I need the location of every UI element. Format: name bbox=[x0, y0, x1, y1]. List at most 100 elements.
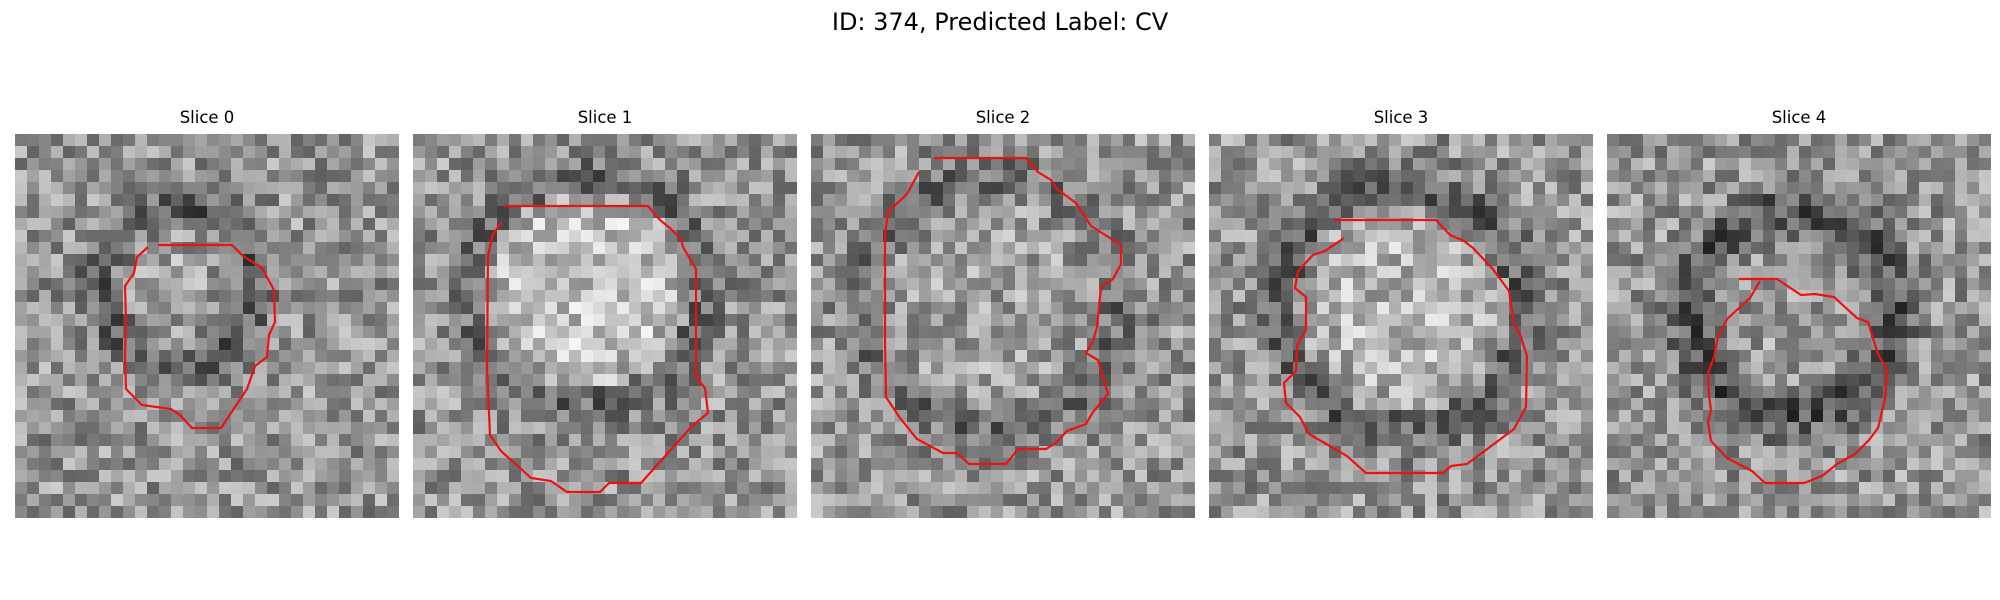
pixel-cell bbox=[461, 266, 474, 279]
pixel-cell bbox=[979, 374, 992, 387]
pixel-cell bbox=[171, 386, 184, 399]
pixel-cell bbox=[677, 482, 690, 495]
pixel-cell bbox=[1063, 326, 1076, 339]
pixel-cell bbox=[1147, 410, 1160, 423]
pixel-cell bbox=[1413, 470, 1426, 483]
pixel-cell bbox=[1979, 422, 1991, 435]
pixel-cell bbox=[1931, 410, 1944, 423]
pixel-cell bbox=[1063, 458, 1076, 471]
pixel-cell bbox=[99, 386, 112, 399]
pixel-cell bbox=[1135, 206, 1148, 219]
pixel-cell bbox=[123, 434, 136, 447]
pixel-cell bbox=[1943, 278, 1956, 291]
pixel-cell bbox=[1257, 158, 1270, 171]
pixel-cell bbox=[979, 470, 992, 483]
pixel-cell bbox=[1895, 206, 1908, 219]
pixel-cell bbox=[629, 374, 642, 387]
pixel-cell bbox=[823, 374, 836, 387]
pixel-cell bbox=[159, 446, 172, 459]
pixel-cell bbox=[1799, 158, 1812, 171]
pixel-cell bbox=[1643, 134, 1656, 147]
pixel-cell bbox=[1413, 182, 1426, 195]
pixel-cell bbox=[593, 398, 606, 411]
pixel-cell bbox=[1643, 182, 1656, 195]
pixel-cell bbox=[1739, 350, 1752, 363]
pixel-cell bbox=[545, 446, 558, 459]
pixel-cell bbox=[39, 434, 52, 447]
pixel-cell bbox=[461, 302, 474, 315]
pixel-cell bbox=[1209, 242, 1222, 255]
pixel-cell bbox=[413, 266, 426, 279]
pixel-cell bbox=[1883, 434, 1896, 447]
pixel-cell bbox=[871, 218, 884, 231]
pixel-cell bbox=[1039, 242, 1052, 255]
pixel-cell bbox=[1401, 314, 1414, 327]
pixel-cell bbox=[1039, 398, 1052, 411]
pixel-cell bbox=[749, 254, 762, 267]
pixel-cell bbox=[1135, 506, 1148, 518]
pixel-cell bbox=[521, 350, 534, 363]
pixel-cell bbox=[1763, 278, 1776, 291]
pixel-cell bbox=[653, 170, 666, 183]
pixel-cell bbox=[1679, 290, 1692, 303]
pixel-cell bbox=[1691, 290, 1704, 303]
pixel-cell bbox=[1039, 230, 1052, 243]
pixel-cell bbox=[749, 134, 762, 147]
pixel-cell bbox=[1919, 290, 1932, 303]
pixel-cell bbox=[991, 422, 1004, 435]
pixel-cell bbox=[1281, 470, 1294, 483]
pixel-cell bbox=[1015, 506, 1028, 518]
pixel-cell bbox=[1245, 194, 1258, 207]
pixel-cell bbox=[1763, 302, 1776, 315]
pixel-cell bbox=[1245, 338, 1258, 351]
pixel-cell bbox=[485, 422, 498, 435]
pixel-cell bbox=[1631, 326, 1644, 339]
pixel-cell bbox=[1509, 206, 1522, 219]
pixel-cell bbox=[1461, 350, 1474, 363]
pixel-cell bbox=[1281, 290, 1294, 303]
pixel-cell bbox=[823, 398, 836, 411]
pixel-cell bbox=[943, 362, 956, 375]
pixel-cell bbox=[1919, 434, 1932, 447]
pixel-cell bbox=[1521, 134, 1534, 147]
pixel-cell bbox=[315, 422, 328, 435]
pixel-cell bbox=[1811, 266, 1824, 279]
pixel-cell bbox=[581, 446, 594, 459]
pixel-cell bbox=[473, 374, 486, 387]
pixel-cell bbox=[1401, 170, 1414, 183]
pixel-cell bbox=[967, 434, 980, 447]
pixel-cell bbox=[701, 158, 714, 171]
pixel-cell bbox=[51, 278, 64, 291]
pixel-cell bbox=[99, 470, 112, 483]
pixel-cell bbox=[919, 290, 932, 303]
pixel-cell bbox=[557, 218, 570, 231]
pixel-cell bbox=[1823, 230, 1836, 243]
pixel-cell bbox=[413, 494, 426, 507]
pixel-cell bbox=[1655, 158, 1668, 171]
pixel-cell bbox=[653, 470, 666, 483]
pixel-cell bbox=[1545, 314, 1558, 327]
pixel-cell bbox=[1955, 434, 1968, 447]
pixel-cell bbox=[413, 338, 426, 351]
pixel-cell bbox=[1305, 350, 1318, 363]
pixel-cell bbox=[1703, 170, 1716, 183]
pixel-cell bbox=[1847, 266, 1860, 279]
pixel-cell bbox=[1437, 266, 1450, 279]
pixel-cell bbox=[1703, 206, 1716, 219]
pixel-cell bbox=[979, 134, 992, 147]
pixel-cell bbox=[1027, 230, 1040, 243]
pixel-cell bbox=[1353, 182, 1366, 195]
pixel-cell bbox=[761, 218, 774, 231]
pixel-cell bbox=[617, 470, 630, 483]
pixel-cell bbox=[593, 158, 606, 171]
pixel-cell bbox=[1473, 350, 1486, 363]
pixel-cell bbox=[363, 374, 376, 387]
pixel-cell bbox=[135, 434, 148, 447]
pixel-cell bbox=[183, 362, 196, 375]
pixel-cell bbox=[195, 338, 208, 351]
pixel-cell bbox=[1111, 218, 1124, 231]
pixel-cell bbox=[1099, 290, 1112, 303]
pixel-cell bbox=[1607, 434, 1620, 447]
pixel-cell bbox=[351, 314, 364, 327]
pixel-cell bbox=[1051, 230, 1064, 243]
